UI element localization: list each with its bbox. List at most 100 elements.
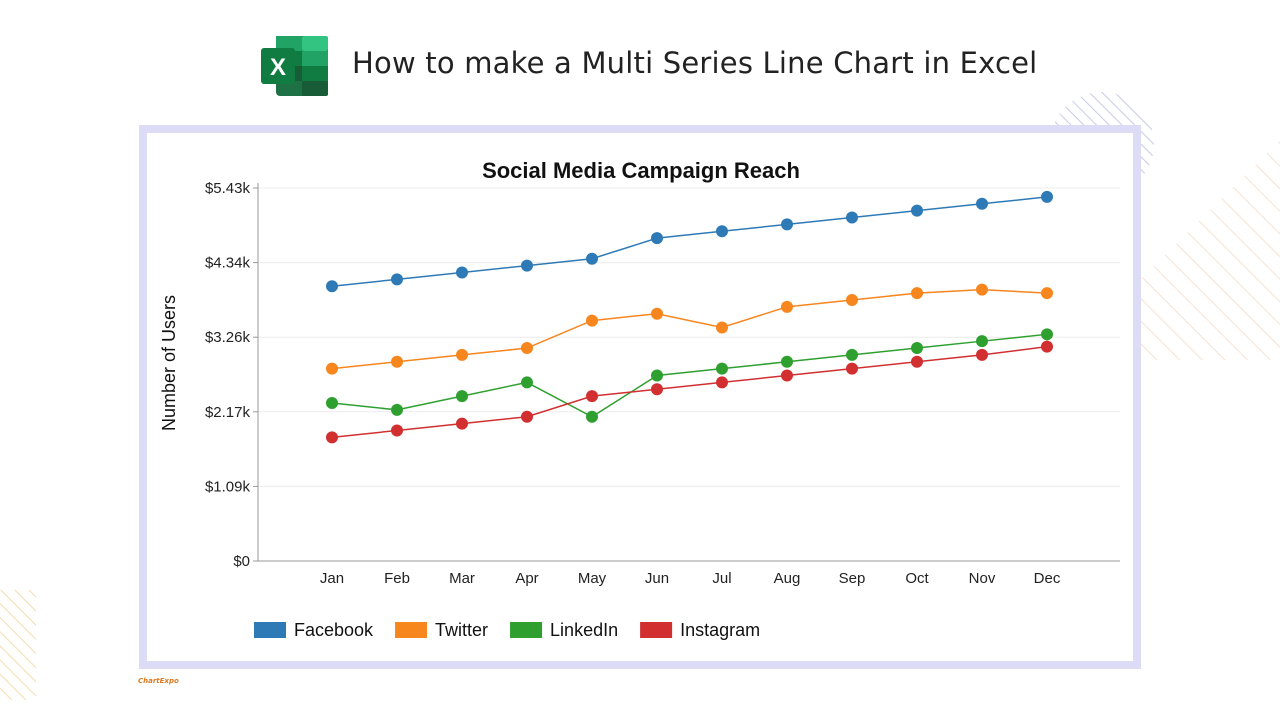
data-point-instagram[interactable] — [976, 348, 988, 361]
x-axis-ticks: Jan Feb Mar Apr May Jun Jul Aug Sep Oct Nov Dec — [320, 570, 1061, 587]
line-chart: Social Media Campaign Reach Number of Us… — [159, 158, 1120, 640]
legend-swatch — [640, 622, 673, 638]
x-tick-label: Sep — [839, 570, 866, 587]
data-point-linkedin[interactable] — [391, 403, 403, 416]
series-linkedin — [326, 328, 1053, 423]
chart-title: Social Media Campaign Reach — [482, 158, 800, 183]
legend: Facebook Twitter LinkedIn Instagram — [254, 620, 760, 640]
data-point-instagram[interactable] — [716, 376, 728, 389]
series-twitter — [326, 283, 1053, 375]
page-title: How to make a Multi Series Line Chart in… — [352, 46, 1038, 80]
data-point-instagram[interactable] — [1041, 340, 1053, 353]
data-point-facebook[interactable] — [846, 211, 858, 224]
x-tick-label: Feb — [384, 570, 410, 587]
gridlines — [258, 187, 1120, 487]
legend-swatch — [510, 622, 543, 638]
data-point-instagram[interactable] — [326, 431, 338, 444]
data-point-twitter[interactable] — [456, 348, 468, 361]
data-point-instagram[interactable] — [846, 362, 858, 375]
y-axis-label: Number of Users — [159, 295, 179, 431]
legend-swatch — [254, 622, 286, 638]
series-facebook — [326, 190, 1053, 293]
legend-swatch — [395, 622, 428, 638]
data-point-facebook[interactable] — [781, 218, 793, 231]
y-tick-label: $4.34k — [205, 255, 251, 272]
data-point-linkedin[interactable] — [911, 342, 923, 355]
legend-item-facebook[interactable]: Facebook — [254, 620, 374, 640]
data-point-linkedin[interactable] — [521, 376, 533, 389]
series-instagram — [326, 340, 1053, 444]
x-tick-label: May — [578, 570, 607, 587]
data-point-facebook[interactable] — [391, 273, 403, 286]
series-line-facebook — [331, 196, 1048, 287]
data-point-facebook[interactable] — [326, 280, 338, 293]
excel-icon: X — [261, 36, 328, 96]
decorative-hatch-lines-right — [1140, 140, 1280, 360]
data-point-facebook[interactable] — [911, 204, 923, 217]
data-point-twitter[interactable] — [976, 283, 988, 296]
y-tick-label: $0 — [233, 553, 250, 570]
data-point-twitter[interactable] — [586, 314, 598, 327]
x-tick-label: Nov — [969, 570, 996, 587]
x-tick-label: Oct — [905, 570, 929, 587]
legend-item-instagram[interactable]: Instagram — [640, 620, 760, 640]
data-point-linkedin[interactable] — [586, 410, 598, 423]
data-point-instagram[interactable] — [521, 410, 533, 423]
data-point-facebook[interactable] — [716, 225, 728, 238]
data-point-facebook[interactable] — [651, 232, 663, 245]
data-point-linkedin[interactable] — [456, 390, 468, 403]
x-tick-label: Aug — [774, 570, 801, 587]
data-point-facebook[interactable] — [521, 259, 533, 272]
x-tick-label: Jun — [645, 570, 669, 587]
x-tick-label: Dec — [1034, 570, 1061, 587]
data-point-instagram[interactable] — [781, 369, 793, 382]
data-point-instagram[interactable] — [586, 390, 598, 403]
y-tick-label: $3.26k — [205, 329, 251, 346]
data-point-instagram[interactable] — [911, 355, 923, 368]
data-point-instagram[interactable] — [391, 424, 403, 437]
data-point-twitter[interactable] — [391, 355, 403, 368]
data-point-linkedin[interactable] — [846, 348, 858, 361]
data-point-twitter[interactable] — [846, 293, 858, 306]
y-tick-label: $1.09k — [205, 478, 251, 495]
data-point-instagram[interactable] — [651, 383, 663, 396]
data-point-twitter[interactable] — [651, 307, 663, 320]
y-tick-label: $2.17k — [205, 404, 251, 421]
data-point-linkedin[interactable] — [716, 362, 728, 375]
data-point-linkedin[interactable] — [651, 369, 663, 382]
data-point-linkedin[interactable] — [781, 355, 793, 368]
data-point-twitter[interactable] — [1041, 287, 1053, 300]
data-point-twitter[interactable] — [911, 287, 923, 300]
series-line-instagram — [331, 345, 1048, 439]
data-point-linkedin[interactable] — [326, 397, 338, 410]
legend-label: Instagram — [680, 620, 760, 640]
series-line-linkedin — [331, 333, 1048, 418]
legend-item-twitter[interactable]: Twitter — [395, 620, 488, 640]
series-line-twitter — [331, 288, 1048, 370]
chart-frame: Social Media Campaign Reach Number of Us… — [139, 125, 1141, 669]
legend-label: LinkedIn — [550, 620, 618, 640]
x-tick-label: Apr — [515, 570, 538, 587]
excel-logo-letter: X — [270, 54, 286, 81]
x-tick-label: Mar — [449, 570, 475, 587]
decorative-hatch-lines-left — [0, 590, 36, 700]
data-point-instagram[interactable] — [456, 417, 468, 430]
chart-panel: Social Media Campaign Reach Number of Us… — [147, 133, 1133, 661]
data-point-twitter[interactable] — [781, 300, 793, 313]
data-point-twitter[interactable] — [326, 362, 338, 375]
data-point-facebook[interactable] — [586, 252, 598, 265]
series-group — [326, 190, 1053, 444]
data-point-twitter[interactable] — [521, 342, 533, 355]
y-axis-ticks: $0 $1.09k $2.17k $3.26k $4.34k $5.43k — [205, 180, 1120, 570]
data-point-linkedin[interactable] — [1041, 328, 1053, 341]
y-tick-label: $5.43k — [205, 180, 251, 197]
data-point-facebook[interactable] — [976, 197, 988, 210]
x-tick-label: Jan — [320, 570, 344, 587]
data-point-facebook[interactable] — [456, 266, 468, 279]
legend-label: Facebook — [294, 620, 374, 640]
legend-item-linkedin[interactable]: LinkedIn — [510, 620, 618, 640]
data-point-twitter[interactable] — [716, 321, 728, 334]
header: X How to make a Multi Series Line Chart … — [0, 30, 1280, 102]
data-point-linkedin[interactable] — [976, 335, 988, 348]
data-point-facebook[interactable] — [1041, 190, 1053, 203]
